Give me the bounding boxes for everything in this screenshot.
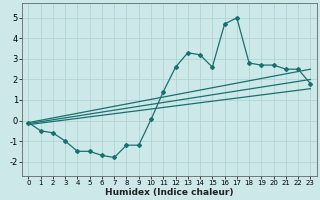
X-axis label: Humidex (Indice chaleur): Humidex (Indice chaleur): [105, 188, 234, 197]
